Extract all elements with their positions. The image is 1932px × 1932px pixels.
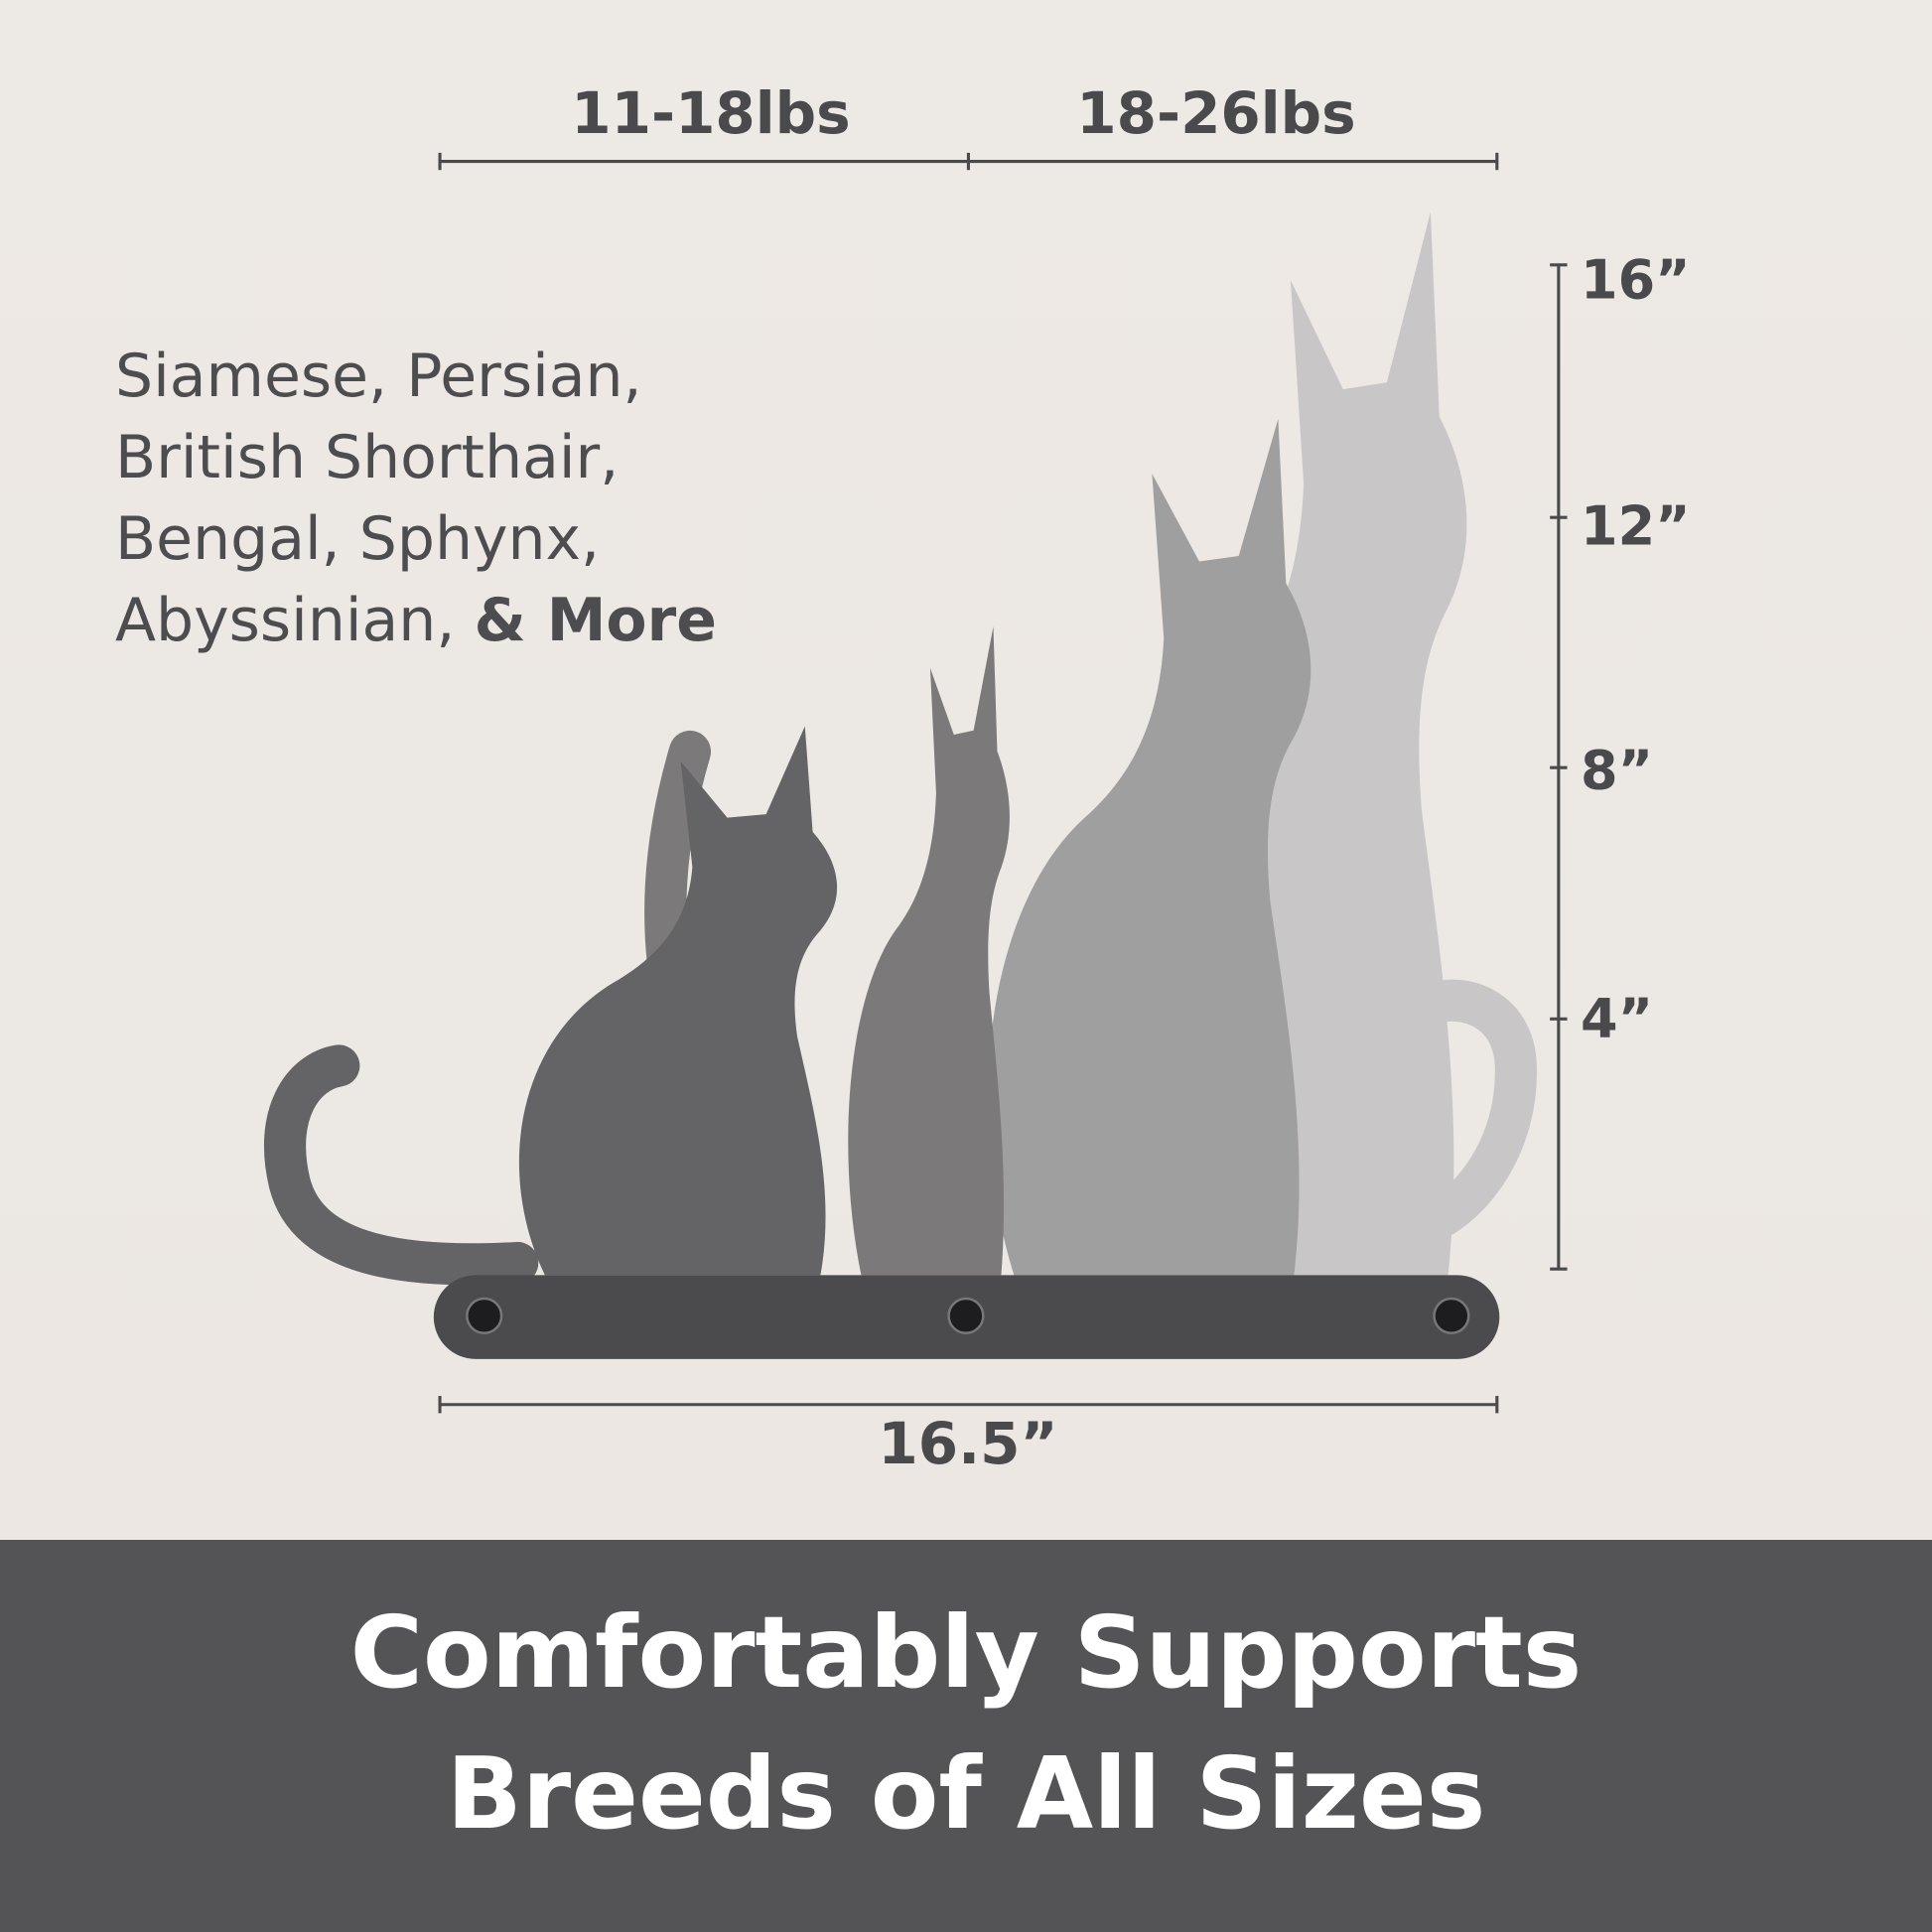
screw-icon (1433, 1297, 1470, 1335)
cat-silhouettes (264, 211, 1537, 1286)
height-label-4: 4” (1581, 987, 1654, 1050)
screw-icon (466, 1297, 503, 1335)
breed-line: Siamese, Persian, (115, 342, 642, 411)
cat-tail-4 (264, 1044, 539, 1286)
headline-banner: Comfortably Supports Breeds of All Sizes (0, 1540, 1932, 1932)
headline-line-2: Breeds of All Sizes (446, 1735, 1486, 1852)
height-label-12: 12” (1581, 494, 1691, 558)
weight-label-small: 11-18lbs (571, 79, 851, 147)
height-label-16: 16” (1581, 248, 1691, 312)
cat-silhouette-3 (848, 626, 1010, 1276)
breed-list: Siamese, Persian, British Shorthair, Ben… (115, 336, 717, 661)
cat-silhouette-2 (988, 418, 1311, 1276)
headline-line-1: Comfortably Supports (349, 1594, 1583, 1711)
breed-more: & More (474, 586, 717, 655)
weight-label-large: 18-26lbs (1076, 79, 1356, 147)
breed-line: Bengal, Sphynx, (115, 504, 601, 574)
width-label: 16.5” (878, 1410, 1058, 1477)
breed-line: British Shorthair, (115, 423, 620, 492)
screw-icon (947, 1297, 985, 1335)
cat-silhouette-4 (518, 726, 838, 1276)
height-label-8: 8” (1581, 739, 1654, 802)
cat-tail-1 (1383, 979, 1537, 1254)
breed-line: Abyssinian, (115, 586, 456, 655)
